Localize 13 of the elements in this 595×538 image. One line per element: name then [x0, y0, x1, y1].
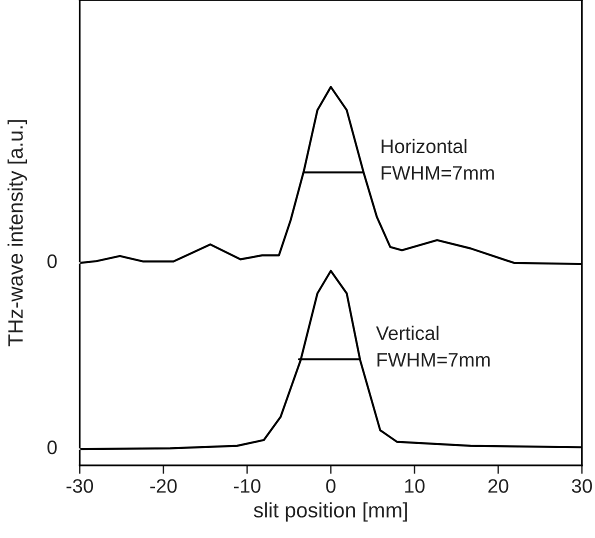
x-tick-label: 20	[488, 479, 508, 493]
x-tick-label: 0	[326, 479, 336, 493]
annotation: Vertical FWHM=7mm	[376, 326, 490, 366]
annotation: 0	[47, 440, 57, 454]
x-tick-label: 30	[572, 479, 592, 493]
x-tick-label: -20	[150, 479, 177, 493]
x-tick-label: -30	[66, 479, 94, 493]
x-axis-title: slit position [mm]	[254, 502, 407, 522]
annotation: 0	[47, 254, 57, 268]
x-tick-label: -10	[234, 479, 260, 493]
annotation: Horizontal FWHM=7mm	[382, 138, 494, 180]
y-axis-title: THz-wave intensity [a.u.]	[8, 120, 27, 346]
x-tick-label: 10	[405, 479, 425, 493]
